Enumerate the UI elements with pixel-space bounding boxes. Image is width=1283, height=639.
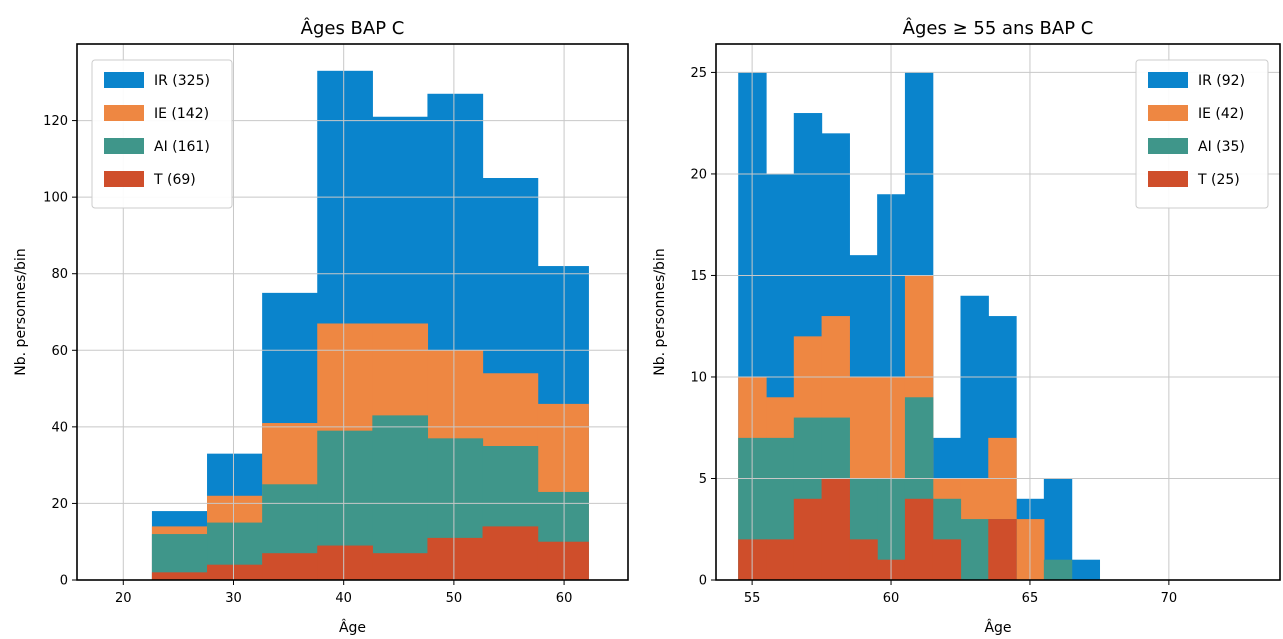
y-tick-label: 0 (60, 574, 68, 589)
legend-swatch-ie (1148, 105, 1188, 121)
legend-label-ai: AI (161) (154, 139, 210, 155)
bar-t-1 (207, 564, 263, 580)
legend-label-ir: IR (325) (154, 73, 210, 89)
bar-t-1 (766, 539, 795, 580)
bar-ir-12 (1071, 559, 1101, 580)
bar-t-9 (988, 519, 1017, 580)
legend: IR (325) IE (142) AI (161) T (69) (91, 59, 233, 209)
ticks: 20 30 40 50 60 0 20 40 60 80 100 120 (43, 114, 572, 606)
ticks: 55 60 65 70 0 5 10 15 20 25 (690, 66, 1177, 606)
legend-label-ai: AI (35) (1198, 139, 1245, 155)
bar-t-0 (151, 572, 208, 580)
x-tick-label: 60 (556, 591, 573, 606)
plot-frame (715, 43, 1281, 581)
legend-label-ie: IE (42) (1198, 106, 1244, 122)
y-tick-label: 0 (699, 574, 707, 589)
x-axis-label: Âge (339, 618, 366, 636)
bar-t-5 (427, 537, 484, 580)
x-tick-label: 40 (335, 591, 352, 606)
bar-t-3 (821, 478, 850, 580)
x-tick-label: 30 (225, 591, 242, 606)
x-tick-label: 50 (446, 591, 463, 606)
bar-t-3 (317, 545, 373, 580)
bar-ai-4 (372, 415, 429, 580)
bars (151, 70, 589, 581)
y-axis-label: Nb. personnes/bin (13, 248, 29, 375)
y-tick-label: 20 (690, 167, 707, 182)
legend: IR (92) IE (42) AI (35) T (25) (1135, 59, 1269, 209)
x-axis-label: Âge (984, 618, 1011, 636)
x-tick-label: 70 (1161, 591, 1178, 606)
y-tick-label: 10 (690, 370, 707, 385)
legend-label-t: T (25) (1197, 172, 1240, 188)
chart-1: 20 30 40 50 60 0 20 40 60 80 100 120 Âges BAP C Âge Nb… (13, 17, 629, 636)
legend-swatch-ir (104, 72, 144, 88)
x-tick-label: 20 (115, 591, 132, 606)
bar-t-6 (904, 498, 934, 580)
x-tick-label: 60 (883, 591, 900, 606)
bar-t-2 (262, 553, 318, 580)
y-tick-label: 60 (51, 344, 68, 359)
legend-swatch-t (1148, 171, 1188, 187)
legend-swatch-ie (104, 105, 144, 121)
y-tick-label: 5 (699, 472, 707, 487)
legend-swatch-t (104, 171, 144, 187)
y-tick-label: 15 (690, 269, 707, 284)
legend-label-ie: IE (142) (154, 106, 209, 122)
bar-ai-11 (1043, 559, 1073, 580)
chart-title: Âges ≥ 55 ans BAP C (903, 17, 1094, 39)
y-tick-label: 25 (690, 66, 707, 81)
legend-label-t: T (69) (153, 172, 196, 188)
legend-label-ir: IR (92) (1198, 73, 1245, 89)
y-axis-label: Nb. personnes/bin (652, 248, 668, 375)
y-tick-label: 80 (51, 267, 68, 282)
y-tick-label: 40 (51, 420, 68, 435)
bar-ai-8 (960, 519, 989, 580)
y-tick-label: 120 (43, 114, 68, 129)
bar-t-2 (793, 498, 823, 580)
bar-t-4 (372, 553, 429, 580)
chart-2: 55 60 65 70 0 5 10 15 20 25 Âges ≥ 55 ans BAP C Âge… (652, 17, 1281, 636)
bar-t-7 (537, 541, 589, 580)
x-tick-label: 65 (1022, 591, 1039, 606)
bar-t-7 (932, 539, 962, 580)
chart-title: Âges BAP C (301, 17, 405, 39)
legend-swatch-ir (1148, 72, 1188, 88)
legend-swatch-ai (1148, 138, 1188, 154)
legend-swatch-ai (104, 138, 144, 154)
x-tick-label: 55 (744, 591, 761, 606)
bar-t-4 (849, 539, 878, 580)
y-tick-label: 20 (51, 497, 68, 512)
y-tick-label: 100 (43, 191, 68, 206)
plot-frame (76, 43, 629, 581)
bar-t-6 (482, 526, 539, 580)
